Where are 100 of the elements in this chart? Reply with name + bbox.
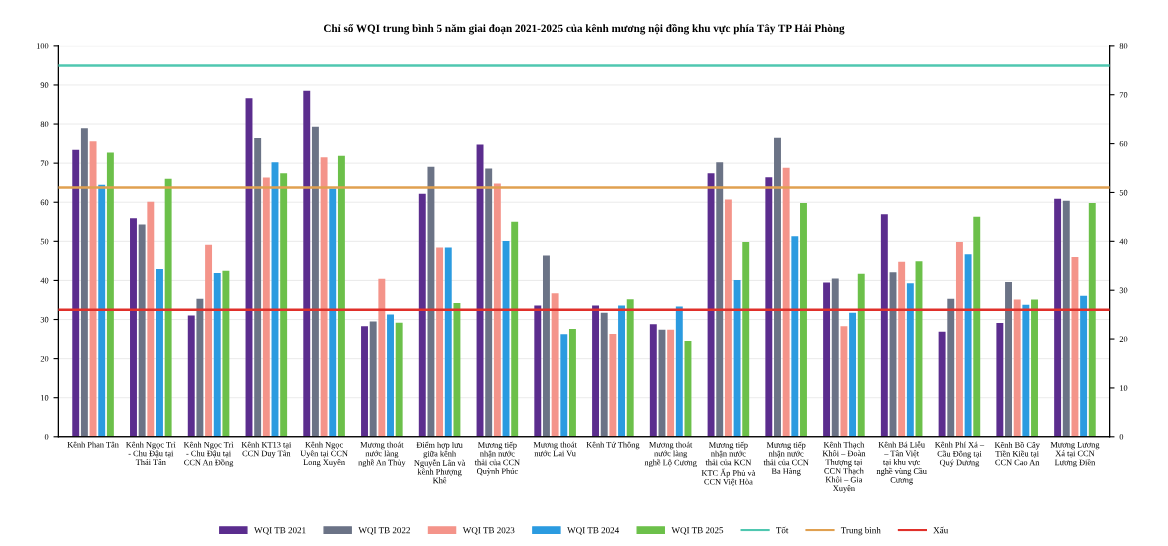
bar [493, 183, 501, 437]
x-tick-label: Mương thoát nước làng nghề Lộ Cương [644, 441, 697, 468]
bar [568, 328, 576, 437]
bar [1054, 198, 1062, 437]
bar [387, 314, 394, 437]
bar [551, 293, 559, 437]
legend-label: Tốt [776, 526, 789, 534]
bar [444, 247, 452, 437]
bar [800, 203, 807, 437]
bar [511, 221, 519, 437]
bar [303, 90, 311, 437]
bar [840, 326, 848, 437]
bar [667, 329, 675, 437]
bar [560, 334, 568, 437]
bar [973, 216, 981, 437]
bar [880, 214, 888, 437]
x-tick-label: Kênh Thạch Khôi – Đoàn Thượng tại CCN Thạch Khôi – Gia Xuyên [822, 441, 866, 493]
bar [857, 273, 865, 437]
bar [106, 152, 114, 437]
legend-label: WQI TB 2022 [358, 527, 410, 535]
bar [187, 315, 195, 437]
legend-label: WQI TB 2024 [567, 527, 620, 535]
x-tick-label: Kênh Ngọc Trì - Chu Đậu tại Thái Tân [126, 441, 176, 465]
bar [361, 326, 368, 437]
y-tick-label: 40 [40, 277, 49, 284]
bar [831, 278, 839, 437]
bar [542, 255, 550, 437]
bar [774, 137, 781, 437]
bar [684, 341, 692, 437]
x-tick-label: Kênh Bá Liễu – Tân Việt tại khu vực nghề vùng Cầu Cương [876, 441, 927, 485]
bar [436, 247, 444, 437]
y2-tick-label: 20 [1119, 336, 1128, 343]
bar [649, 324, 657, 437]
bar [280, 173, 288, 437]
bar [955, 242, 963, 437]
y2-tick-label: 70 [1119, 92, 1128, 98]
bar [849, 312, 857, 437]
bar [947, 298, 955, 437]
bar [98, 184, 106, 437]
bar [733, 280, 741, 437]
x-tick-label: Kênh Phí Xá – Cầu Đông tại Quý Dương [935, 441, 985, 468]
y-tick-label: 10 [41, 395, 49, 401]
bar [618, 305, 626, 437]
bar [1080, 295, 1088, 437]
bar [765, 177, 773, 437]
bar [476, 144, 484, 437]
bar [395, 322, 403, 437]
bar [996, 323, 1004, 437]
x-tick-label: Mương tiếp nhận nước thải của CCN Quỳnh Phúc [474, 441, 520, 476]
bar [311, 126, 319, 437]
bar [138, 224, 146, 437]
x-tick-label: Kênh Ngọc Uyên tại CCN Long Xuyên [300, 441, 348, 467]
bar [742, 242, 750, 437]
bar [592, 305, 600, 437]
bar [222, 270, 230, 437]
y2-tick-label: 30 [1119, 287, 1128, 294]
legend-label: WQI TB 2025 [671, 527, 724, 535]
bar [262, 177, 270, 437]
y2-tick-label: 10 [1120, 385, 1128, 391]
y-tick-label: 20 [40, 355, 49, 362]
y2-tick-label: 0 [1119, 434, 1124, 440]
y-tick-label: 60 [40, 199, 49, 206]
bar [782, 167, 790, 437]
x-tick-label: Mương tiếp nhận nước thải của CCN Ba Hàng [763, 441, 809, 476]
bar [1022, 304, 1030, 437]
x-tick-label: Kênh Tứ Thông [586, 441, 640, 450]
y2-tick-label: 50 [1119, 189, 1128, 196]
bar [453, 303, 461, 437]
bar [906, 283, 914, 437]
bar [716, 162, 724, 437]
bar [675, 306, 683, 437]
bar [724, 199, 732, 437]
bar [938, 331, 946, 437]
bar [964, 254, 972, 437]
bar [1013, 299, 1021, 437]
bar [418, 193, 426, 437]
bar [196, 298, 204, 437]
x-tick-label: Kênh Bồ Cây Tiền Kiều tại CCN Cao An [994, 441, 1040, 466]
x-tick-label: Kênh Phan Tân [67, 441, 119, 448]
x-tick-label: Mương Lương Xá tại CCN Lương Điền [1050, 441, 1100, 467]
bar [337, 155, 345, 437]
y-tick-label: 90 [40, 82, 49, 88]
bar [609, 333, 617, 437]
legend-label: WQI TB 2021 [254, 527, 306, 535]
y-tick-label: 100 [36, 43, 49, 49]
chart-title: Chỉ số WQI trung bình 5 năm giai đoạn 2021-2025 của kênh mương nội đồng khu vực phía Tây TP Hải Phòng [323, 23, 845, 35]
bar [1088, 203, 1096, 437]
bar [164, 178, 172, 437]
bar [205, 244, 213, 437]
legend-label: Xấu [933, 526, 949, 534]
bar [1071, 256, 1079, 437]
legend-label: Trung bình [840, 526, 881, 536]
bar [898, 261, 906, 437]
bar [329, 188, 337, 437]
bar [80, 128, 88, 437]
bar [1062, 200, 1070, 437]
bar [427, 166, 435, 437]
bar [89, 141, 97, 437]
bar [626, 299, 634, 437]
y-tick-label: 50 [40, 238, 49, 245]
